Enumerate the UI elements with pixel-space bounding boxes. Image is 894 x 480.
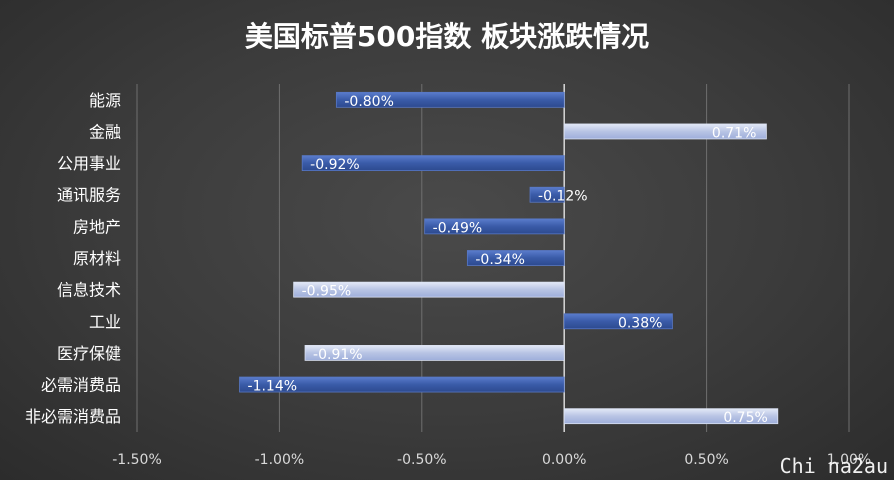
data-label: -0.80% <box>344 94 394 110</box>
data-label: -0.95% <box>302 284 352 300</box>
bar <box>239 376 565 393</box>
bar <box>301 155 565 171</box>
bar <box>529 186 565 203</box>
watermark: Chi na2au <box>779 454 888 478</box>
bar <box>335 91 565 108</box>
grid-lines <box>136 84 850 432</box>
category-label: 医疗保健 <box>57 344 121 363</box>
bar <box>293 281 565 298</box>
category-label: 金融 <box>89 122 121 141</box>
category-label: 原材料 <box>73 249 121 268</box>
category-label: 公用事业 <box>57 154 121 173</box>
x-tick-label: 0.50% <box>684 452 728 468</box>
data-label: -0.34% <box>475 252 525 268</box>
data-label: -1.14% <box>248 379 298 395</box>
category-label: 必需消费品 <box>41 376 121 395</box>
bar <box>424 218 565 235</box>
bar <box>304 345 565 361</box>
x-tick-label: 0.00% <box>542 452 586 468</box>
data-label: -0.49% <box>433 220 483 236</box>
category-label: 信息技术 <box>57 281 121 300</box>
x-tick-label: -0.50% <box>397 452 447 468</box>
bar <box>563 408 779 425</box>
category-label: 通讯服务 <box>57 186 121 205</box>
data-label: 0.38% <box>618 315 662 331</box>
data-label: -0.92% <box>310 157 360 173</box>
bar <box>466 250 565 266</box>
data-label: -0.12% <box>538 189 588 205</box>
category-label: 房地产 <box>73 217 121 236</box>
chart-title: 美国标普500指数 板块涨跌情况 <box>245 20 649 53</box>
category-label: 非必需消费品 <box>25 407 121 426</box>
bars <box>239 91 779 425</box>
data-label: -0.91% <box>313 347 363 363</box>
data-label: 0.75% <box>723 410 767 426</box>
data-label: 0.71% <box>712 125 756 141</box>
x-tick-label: 1.00% <box>827 452 871 468</box>
category-label: 能源 <box>89 91 121 110</box>
category-label: 工业 <box>89 312 121 331</box>
bar <box>563 313 673 330</box>
bar <box>563 123 767 140</box>
labels: -1.50% -1.00% -0.50% 0.00% 0.50% 1.00% 能源 -0.80… <box>25 91 871 468</box>
x-tick-label: -1.50% <box>112 452 162 468</box>
x-tick-label: -1.00% <box>255 452 305 468</box>
